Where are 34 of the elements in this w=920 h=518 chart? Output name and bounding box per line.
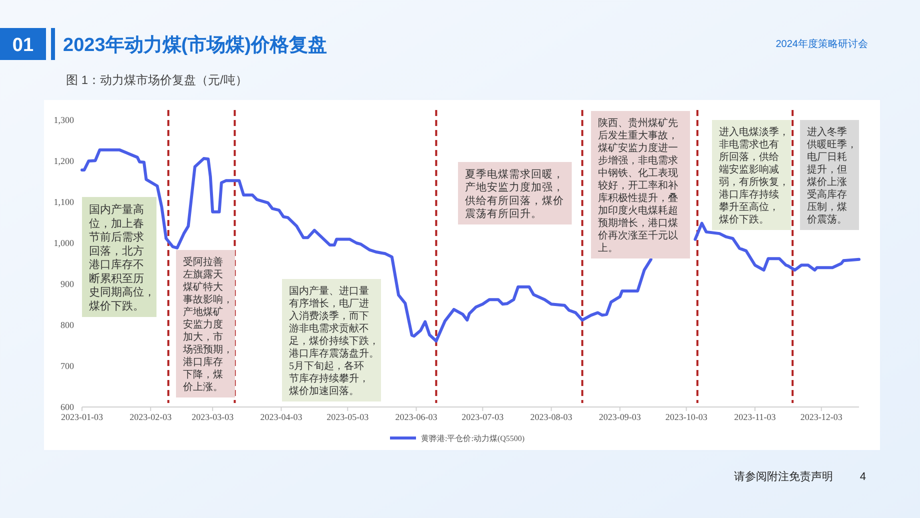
x-tick-label: 2023-09-03 <box>598 412 642 422</box>
x-tick-label: 2023-07-03 <box>462 412 504 422</box>
y-tick-label: 600 <box>60 402 74 412</box>
text: 受阿拉善左旗露天煤矿特大事故影响，产地煤矿安监力度加大，市场强预期，港口库存下降，煤价上涨。 <box>183 257 233 393</box>
text: 2024年度策略研讨会 <box>776 38 868 50</box>
y-tick-label: 1,200 <box>54 156 74 166</box>
x-tick-label: 2023-02-03 <box>130 412 172 422</box>
x-tick-label: 2023-08-03 <box>530 412 573 422</box>
x-tick-label: 2023-03-03 <box>192 412 234 422</box>
x-tick-label: 2023-11-03 <box>734 412 776 422</box>
text: 国内产量、进口量有序增长，电厂进入消费淡季，而下游非电需求贡献不足，煤价持续下跌，港口库存震荡盘升。5月下旬起，各环节库存持续攀升，煤价加速回落。 <box>289 286 379 397</box>
chart-title: 2023年动力煤(市场煤)价格复盘 <box>63 34 327 56</box>
annotation: 夏季电煤需求回暖，产地安监力度加强，供给有所回落，煤价震荡有所回升。 <box>465 168 564 220</box>
text: 4 <box>860 471 866 483</box>
annotation: 国内产量高位，加上春节前后需求回落，北方港口库存不断累积至历史同期高位，煤价下跌。 <box>89 203 155 312</box>
x-tick-label: 2023-01-03 <box>61 412 104 422</box>
y-tick-label: 700 <box>60 361 74 372</box>
chart-subtitle: 图 1：动力煤市场价复盘（元/吨） <box>66 73 248 87</box>
y-tick-label: 1,100 <box>54 197 74 208</box>
x-tick-label: 2023-10-03 <box>665 412 708 422</box>
annotation: 进入电煤淡季，非电需求也有所回落，供给端安监影响减弱，有所恢复，港口库存持续攀升至高位，煤价下跌。 <box>719 126 789 226</box>
y-tick-label: 1,000 <box>54 238 74 248</box>
legend-label: 黄骅港:平仓价:动力煤(Q5500) <box>421 434 525 443</box>
y-tick-label: 900 <box>60 279 74 290</box>
y-tick-label: 1,300 <box>54 115 74 126</box>
x-tick-label: 2023-12-03 <box>800 412 843 422</box>
annotation: 进入冬季供暖旺季，电厂日耗提升，但煤价上涨受高库存压制，煤价震荡。 <box>806 126 857 226</box>
x-tick-label: 2023-06-03 <box>395 412 438 422</box>
y-tick-label: 800 <box>60 320 74 330</box>
x-tick-label: 2023-05-03 <box>326 412 370 422</box>
x-tick-label: 2023-04-03 <box>260 412 303 422</box>
text: 请参阅附注免责声明 <box>734 470 833 483</box>
text: 01 <box>12 35 34 56</box>
text: 陕西、贵州煤矿先后发生重大事故，煤矿安监力度进一步增强，非电需求中钢铁、化工表现较好，开工率和补库积极性提升，叠加印度火电煤耗超预期增长，港口煤价再次涨至千元以上。 <box>598 118 678 254</box>
